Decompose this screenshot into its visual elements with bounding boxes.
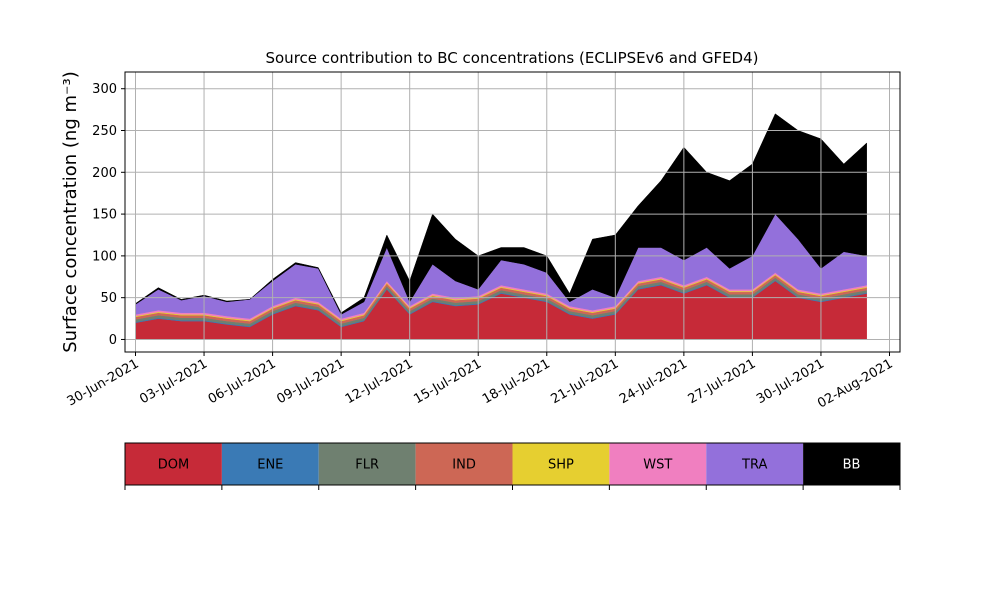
chart-title: Source contribution to BC concentrations… bbox=[265, 49, 758, 67]
legend-swatch bbox=[318, 443, 416, 485]
legend-swatch bbox=[415, 443, 513, 485]
y-tick-label: 250 bbox=[92, 124, 117, 139]
y-tick-label: 50 bbox=[100, 291, 117, 306]
y-tick-label: 150 bbox=[92, 208, 117, 223]
legend-swatch bbox=[706, 443, 804, 485]
legend-label: DOM bbox=[158, 458, 189, 473]
plot-frame bbox=[124, 71, 901, 353]
x-tick-label: 18-Jul-2021 bbox=[480, 356, 553, 407]
x-tick-label: 09-Jul-2021 bbox=[274, 356, 347, 407]
legend-swatch bbox=[125, 443, 222, 485]
x-tick-label: 24-Jul-2021 bbox=[617, 356, 690, 407]
legend-label: TRA bbox=[741, 458, 767, 473]
y-axis-label: Surface concentration (ng m⁻³) bbox=[60, 71, 81, 353]
y-tick-label: 100 bbox=[92, 249, 117, 264]
legend-label: SHP bbox=[548, 458, 574, 473]
y-tick-label: 0 bbox=[109, 333, 117, 348]
legend-swatch bbox=[803, 443, 900, 485]
y-tick-label: 300 bbox=[92, 82, 117, 97]
legend-label: BB bbox=[843, 458, 861, 473]
x-tick-label: 27-Jul-2021 bbox=[686, 356, 759, 407]
x-tick-label: 15-Jul-2021 bbox=[411, 356, 484, 407]
x-tick-label: 02-Aug-2021 bbox=[815, 356, 895, 411]
legend-label: WST bbox=[643, 458, 672, 473]
x-tick-label: 30-Jun-2021 bbox=[65, 356, 142, 409]
legend-label: IND bbox=[452, 458, 476, 473]
legend-frame bbox=[124, 442, 901, 486]
legend-label: ENE bbox=[257, 458, 283, 473]
x-tick-label: 12-Jul-2021 bbox=[343, 356, 416, 407]
legend-swatch bbox=[609, 443, 707, 485]
legend-swatch bbox=[512, 443, 610, 485]
x-tick-label: 21-Jul-2021 bbox=[549, 356, 622, 407]
x-tick-label: 06-Jul-2021 bbox=[206, 356, 279, 407]
x-tick-label: 03-Jul-2021 bbox=[137, 356, 210, 407]
legend-swatch bbox=[221, 443, 319, 485]
y-tick-label: 200 bbox=[92, 166, 117, 181]
legend-label: FLR bbox=[355, 458, 379, 473]
